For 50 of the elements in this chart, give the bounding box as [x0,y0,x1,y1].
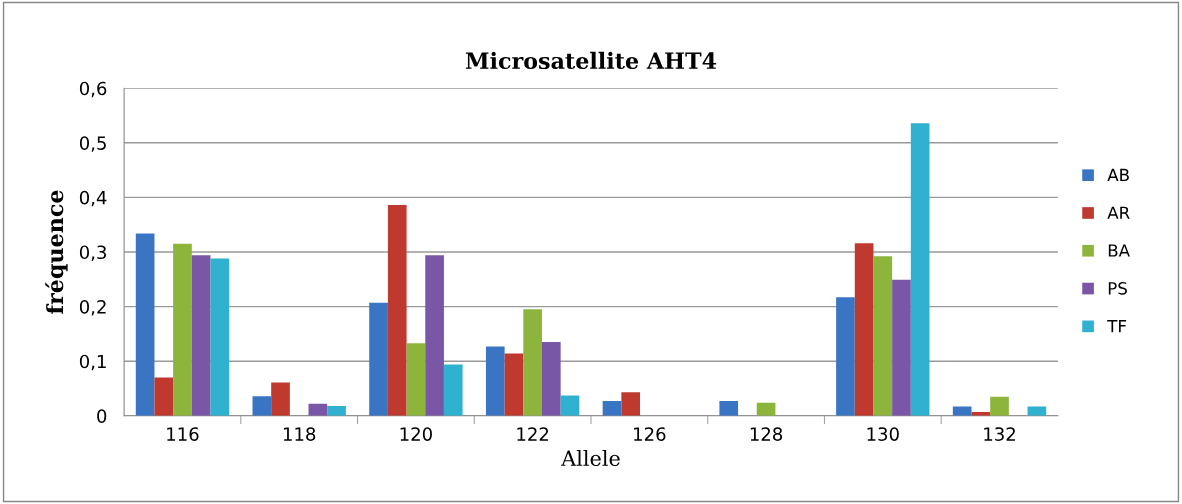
bar [135,233,155,416]
bar [191,255,211,416]
bar [271,382,290,416]
bar [485,346,505,416]
bar [523,309,542,416]
legend-label: PS [1108,282,1127,295]
bar [210,258,230,416]
bar [560,395,580,416]
x-tick-label: 126 [634,427,666,441]
legend-label: AR [1107,206,1130,219]
bar [387,205,407,416]
bar [910,123,930,416]
bar [602,401,622,416]
y-tick-label: 0,2 [79,300,106,316]
bar [836,297,855,416]
bar [719,401,739,416]
bar [425,255,444,416]
bar [854,243,874,416]
x-tick-label: 116 [167,427,199,441]
bar [504,353,524,416]
x-tick-label: 122 [517,427,549,441]
chart-title: Microsatellite AHT4 [465,51,717,70]
bar [327,405,346,416]
bar [406,343,426,416]
bar [621,392,641,416]
y-tick-label: 0 [97,409,107,423]
y-tick-label: 0,1 [79,354,106,371]
x-axis-title: Allele [561,449,620,467]
legend-label: TF [1107,320,1127,333]
y-tick-label: 0,3 [79,245,106,261]
bar [443,364,463,416]
y-tick-label: 0,6 [79,81,107,98]
y-tick-label: 0,5 [79,136,106,152]
bar [173,243,192,416]
x-tick-label: 132 [984,427,1015,441]
x-tick-label: 128 [750,427,783,441]
bar [873,256,893,416]
x-tick-label: 130 [867,427,899,441]
bar [154,377,174,416]
legend-label: BA [1108,244,1130,257]
bar [252,396,272,416]
bar [892,279,911,416]
y-tick-label: 0,4 [79,190,107,207]
bar [990,396,1009,416]
bar [369,302,388,416]
y-axis-title: fréquence [45,190,68,314]
x-tick-label: 120 [400,427,432,441]
x-tick-label: 118 [283,427,316,441]
bar [541,342,561,416]
legend-label: AB [1107,168,1129,182]
